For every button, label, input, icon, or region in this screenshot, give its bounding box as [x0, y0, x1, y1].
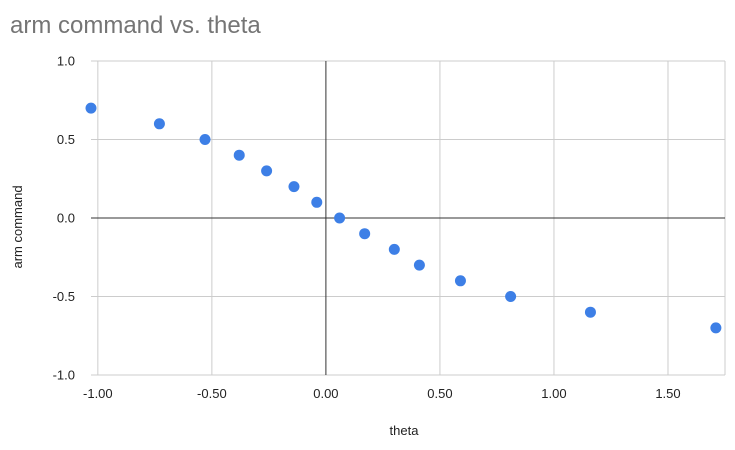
x-tick-label: 0.50	[427, 386, 452, 401]
data-point	[311, 196, 323, 208]
x-tick-label: 0.00	[313, 386, 338, 401]
data-point	[199, 134, 211, 145]
x-tick-labels: -1.00 -0.50 0.00 0.50 1.00 1.50	[83, 386, 681, 401]
data-point	[334, 212, 346, 224]
data-point	[153, 118, 165, 130]
data-point	[710, 322, 722, 334]
data-point	[584, 306, 596, 318]
x-tick-label: -1.00	[83, 386, 113, 401]
zero-lines	[91, 61, 725, 375]
y-axis-label: arm command	[10, 185, 25, 268]
data-point	[388, 243, 400, 255]
x-axis-label: theta	[390, 423, 420, 438]
y-tick-label: 0.0	[57, 211, 75, 226]
chart-title: arm command vs. theta	[10, 12, 261, 39]
data-point	[359, 228, 371, 240]
data-point	[233, 149, 245, 161]
y-tick-label: 0.5	[57, 132, 75, 147]
x-tick-label: -0.50	[197, 386, 227, 401]
y-tick-label: 1.0	[57, 54, 75, 69]
data-point	[505, 291, 517, 302]
data-point	[413, 259, 425, 271]
y-tick-label: -0.5	[53, 289, 75, 304]
data-points	[85, 102, 722, 334]
y-tick-label: -1.0	[53, 368, 75, 383]
x-tick-label: 1.00	[541, 386, 566, 401]
data-point	[261, 165, 273, 177]
data-point	[454, 275, 466, 287]
data-point	[85, 102, 97, 114]
x-tick-label: 1.50	[655, 386, 680, 401]
data-point	[288, 181, 300, 193]
y-tick-labels: 1.0 0.5 0.0 -0.5 -1.0	[53, 54, 75, 383]
